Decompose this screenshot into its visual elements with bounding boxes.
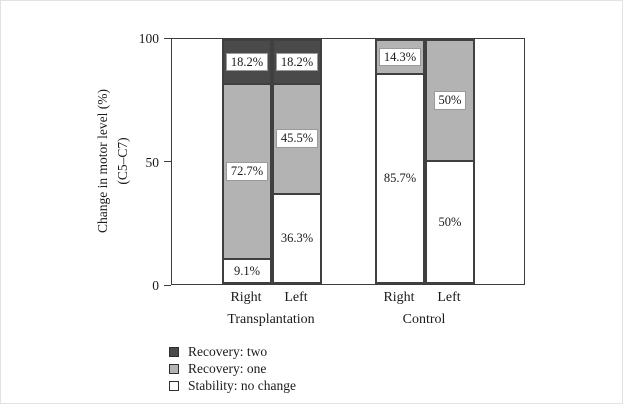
x-tick-label-right: Right — [230, 290, 262, 305]
segment-value-label: 36.3% — [280, 230, 314, 245]
x-tick-label-left: Left — [284, 290, 308, 305]
y-tick-label: 100 — [138, 31, 159, 46]
segment-stability-no-change: 36.3% — [274, 194, 320, 282]
y-tick-mark — [164, 161, 171, 162]
y-tick-mark — [164, 284, 171, 286]
legend: Recovery: two Recovery: one Stability: no … — [169, 343, 296, 394]
segment-value-label: 85.7% — [383, 171, 417, 186]
segment-stability-no-change: 50% — [427, 161, 473, 282]
y-tick-label: 0 — [152, 278, 159, 293]
x-tick-label-right: Right — [383, 290, 415, 305]
x-tick-label-left: Left — [437, 290, 461, 305]
segment-value-label: 50% — [433, 91, 467, 110]
segment-recovery-one: 45.5% — [274, 84, 320, 195]
legend-swatch-icon — [169, 346, 179, 357]
bar-transplantation-left: 18.2% 45.5% 36.3% — [272, 39, 322, 284]
group-label-control: Control — [402, 312, 446, 327]
legend-swatch-icon — [169, 380, 179, 391]
segment-recovery-two: 18.2% — [224, 41, 270, 85]
y-tick-label: 50 — [145, 154, 160, 170]
segment-value-label: 72.7% — [225, 162, 269, 181]
y-tick-mark — [164, 37, 171, 39]
legend-label: Recovery: one — [188, 360, 267, 376]
segment-value-label: 9.1% — [233, 263, 261, 278]
segment-recovery-one: 14.3% — [377, 41, 423, 76]
segment-value-label: 50% — [438, 214, 462, 229]
legend-item: Recovery: two — [169, 343, 296, 360]
y-axis-title-line1: Change in motor level (%) — [94, 89, 110, 233]
segment-value-label: 18.2% — [275, 52, 319, 72]
segment-recovery-one: 50% — [427, 41, 473, 162]
segment-recovery-two: 18.2% — [274, 41, 320, 85]
plot-area: 18.2% 72.7% 9.1% 18.2% 45.5% 36.3% 14.3% 85.7% 5… — [171, 38, 525, 285]
legend-item: Recovery: one — [169, 360, 296, 377]
segment-stability-no-change: 9.1% — [224, 260, 270, 282]
segment-value-label: 14.3% — [378, 47, 422, 67]
bar-transplantation-right: 18.2% 72.7% 9.1% — [222, 39, 272, 284]
segment-value-label: 18.2% — [225, 52, 269, 72]
legend-item: Stability: no change — [169, 377, 296, 394]
bar-control-left: 50% 50% — [425, 39, 475, 284]
legend-swatch-icon — [169, 363, 179, 374]
legend-label: Recovery: two — [188, 343, 268, 359]
legend-label: Stability: no change — [188, 377, 296, 393]
group-label-transplantation: Transplantation — [227, 312, 315, 327]
segment-value-label: 45.5% — [275, 129, 319, 148]
segment-stability-no-change: 85.7% — [377, 75, 423, 282]
segment-recovery-one: 72.7% — [224, 84, 270, 261]
bar-control-right: 14.3% 85.7% — [375, 39, 425, 284]
